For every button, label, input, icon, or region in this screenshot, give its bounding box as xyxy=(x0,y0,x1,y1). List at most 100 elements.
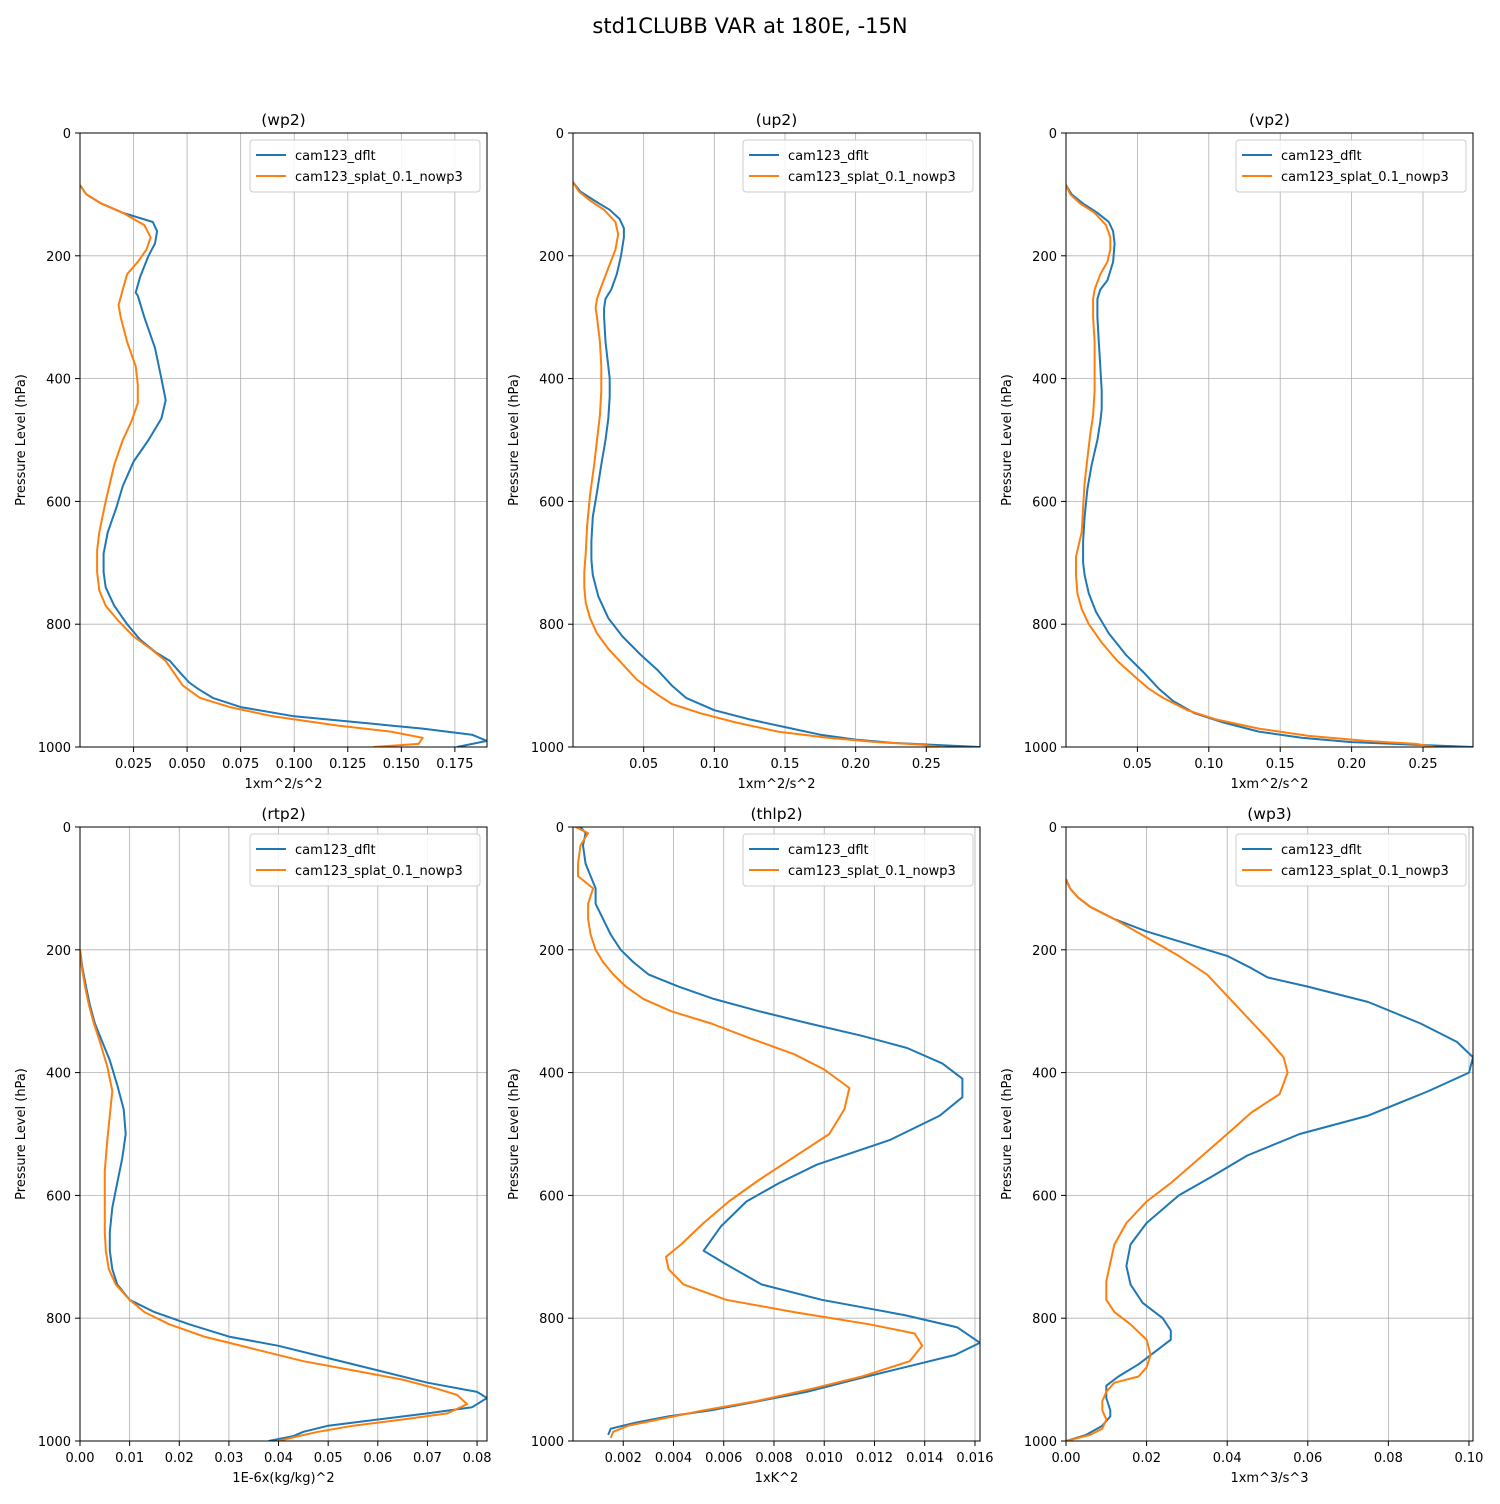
y-tick-label: 200 xyxy=(46,944,71,959)
y-tick-label: 1000 xyxy=(38,1435,71,1450)
x-tick-label: 0.04 xyxy=(264,1451,293,1466)
x-tick-label: 0.150 xyxy=(383,757,420,772)
x-tick-label: 0.07 xyxy=(413,1451,442,1466)
y-tick-label: 800 xyxy=(46,1312,71,1327)
x-tick-label: 0.20 xyxy=(841,757,870,772)
legend-box xyxy=(742,833,974,887)
legend-box xyxy=(249,139,481,193)
y-tick-label: 1000 xyxy=(38,741,71,756)
subplot-title: (thlp2) xyxy=(750,805,802,823)
x-axis-label: 1xK^2 xyxy=(755,1471,799,1486)
y-axis-label: Pressure Level (hPa) xyxy=(507,374,522,506)
y-tick-label: 200 xyxy=(539,250,564,265)
x-tick-label: 0.012 xyxy=(856,1451,893,1466)
legend-label-0: cam123_dflt xyxy=(295,843,376,858)
legend: cam123_dflt cam123_splat_0.1_nowp3 xyxy=(249,139,481,193)
x-axis-label: 1xm^3/s^3 xyxy=(1230,1471,1308,1486)
x-tick-label: 0.05 xyxy=(629,757,658,772)
series-line-1 xyxy=(1066,184,1435,747)
y-axis-label: Pressure Level (hPa) xyxy=(14,1068,29,1200)
y-axis-label: Pressure Level (hPa) xyxy=(1000,374,1015,506)
y-tick-label: 0 xyxy=(556,127,564,142)
y-tick-label: 1000 xyxy=(1024,1435,1057,1450)
x-tick-label: 0.06 xyxy=(1293,1451,1322,1466)
series-line-1 xyxy=(1066,878,1289,1441)
x-tick-label: 0.10 xyxy=(1454,1451,1483,1466)
x-tick-label: 0.04 xyxy=(1213,1451,1242,1466)
subplot-title: (vp2) xyxy=(1249,111,1290,129)
y-tick-label: 600 xyxy=(539,1189,564,1204)
x-tick-label: 0.15 xyxy=(771,757,800,772)
x-tick-label: 0.08 xyxy=(463,1451,492,1466)
y-tick-label: 600 xyxy=(1032,495,1057,510)
legend-label-0: cam123_dflt xyxy=(295,149,376,164)
series-line-1 xyxy=(573,181,941,747)
y-tick-label: 200 xyxy=(539,944,564,959)
subplot-title: (wp2) xyxy=(261,111,305,129)
legend-label-1: cam123_splat_0.1_nowp3 xyxy=(1281,170,1449,185)
x-tick-label: 0.006 xyxy=(705,1451,742,1466)
legend-label-1: cam123_splat_0.1_nowp3 xyxy=(295,170,463,185)
y-axis-label: Pressure Level (hPa) xyxy=(14,374,29,506)
legend-label-0: cam123_dflt xyxy=(788,843,869,858)
subplot-wp3: 0.00 0.02 0.04 0.06 0.08 0.10 0 200 400 600 800 100… xyxy=(1000,805,1483,1486)
legend: cam123_dflt cam123_splat_0.1_nowp3 xyxy=(742,139,974,193)
axes-frame xyxy=(1065,826,1474,1442)
series-line-1 xyxy=(80,184,424,747)
x-tick-label: 0.25 xyxy=(912,757,941,772)
y-tick-label: 600 xyxy=(46,495,71,510)
x-tick-label: 0.00 xyxy=(66,1451,95,1466)
legend-label-1: cam123_splat_0.1_nowp3 xyxy=(295,864,463,879)
y-tick-label: 800 xyxy=(46,618,71,633)
y-tick-label: 1000 xyxy=(1024,741,1057,756)
y-tick-label: 0 xyxy=(63,127,71,142)
series-line-0 xyxy=(1066,184,1473,747)
x-tick-label: 0.175 xyxy=(436,757,473,772)
subplot-rtp2: 0.00 0.01 0.02 0.03 0.04 0.05 0.06 0.07 0.08 0 200… xyxy=(14,805,492,1486)
x-tick-label: 0.050 xyxy=(168,757,205,772)
legend-label-1: cam123_splat_0.1_nowp3 xyxy=(788,170,956,185)
x-axis-label: 1xm^2/s^2 xyxy=(1230,777,1308,792)
x-tick-label: 0.02 xyxy=(1132,1451,1161,1466)
y-tick-label: 600 xyxy=(539,495,564,510)
y-tick-label: 0 xyxy=(63,821,71,836)
x-tick-label: 0.075 xyxy=(222,757,259,772)
y-tick-label: 400 xyxy=(1032,373,1057,388)
x-tick-label: 0.025 xyxy=(115,757,152,772)
subplot-vp2: 0.05 0.10 0.15 0.20 0.25 0 200 400 600 800 1000 (vp… xyxy=(1000,111,1474,792)
y-tick-label: 400 xyxy=(539,373,564,388)
y-tick-label: 0 xyxy=(556,821,564,836)
x-tick-label: 0.002 xyxy=(605,1451,642,1466)
x-tick-label: 0.016 xyxy=(956,1451,993,1466)
subplot-title: (wp3) xyxy=(1247,805,1291,823)
y-tick-label: 800 xyxy=(1032,618,1057,633)
legend: cam123_dflt cam123_splat_0.1_nowp3 xyxy=(249,833,481,887)
y-tick-label: 800 xyxy=(539,618,564,633)
subplot-wp2: 0.025 0.050 0.075 0.100 0.125 0.150 0.175 0 200 4… xyxy=(14,111,488,792)
legend-label-0: cam123_dflt xyxy=(1281,149,1362,164)
x-tick-label: 0.03 xyxy=(214,1451,243,1466)
y-axis-label: Pressure Level (hPa) xyxy=(1000,1068,1015,1200)
x-tick-label: 0.05 xyxy=(314,1451,343,1466)
series-line-0 xyxy=(1066,878,1473,1441)
x-tick-label: 0.05 xyxy=(1123,757,1152,772)
x-tick-label: 0.15 xyxy=(1266,757,1295,772)
x-tick-label: 0.008 xyxy=(755,1451,792,1466)
y-tick-label: 200 xyxy=(46,250,71,265)
y-tick-label: 400 xyxy=(1032,1067,1057,1082)
series-line-0 xyxy=(80,184,487,747)
figure-title: std1CLUBB VAR at 180E, -15N xyxy=(592,14,908,38)
series-line-0 xyxy=(573,181,980,747)
y-tick-label: 400 xyxy=(539,1067,564,1082)
x-tick-label: 0.014 xyxy=(906,1451,943,1466)
legend: cam123_dflt cam123_splat_0.1_nowp3 xyxy=(742,833,974,887)
x-tick-label: 0.125 xyxy=(329,757,366,772)
x-tick-label: 0.00 xyxy=(1052,1451,1081,1466)
x-tick-label: 0.06 xyxy=(363,1451,392,1466)
x-tick-label: 0.25 xyxy=(1409,757,1438,772)
legend-label-1: cam123_splat_0.1_nowp3 xyxy=(788,864,956,879)
y-tick-label: 800 xyxy=(539,1312,564,1327)
axes-frame xyxy=(572,132,981,748)
